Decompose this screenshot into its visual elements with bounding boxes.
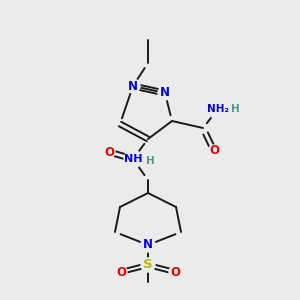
Text: N: N — [160, 86, 170, 100]
Circle shape — [208, 145, 220, 157]
Text: N: N — [143, 238, 153, 251]
Circle shape — [124, 150, 142, 168]
Circle shape — [141, 258, 155, 272]
Circle shape — [103, 146, 115, 158]
Text: NH₂: NH₂ — [207, 104, 229, 114]
Text: O: O — [116, 266, 126, 278]
Circle shape — [208, 99, 228, 119]
Circle shape — [169, 266, 181, 278]
Text: NH: NH — [124, 154, 142, 164]
Circle shape — [158, 86, 172, 100]
Text: O: O — [209, 145, 219, 158]
Text: O: O — [104, 146, 114, 158]
Text: O: O — [170, 266, 180, 278]
Text: N: N — [128, 80, 138, 92]
Circle shape — [126, 79, 140, 93]
Circle shape — [115, 266, 127, 278]
Text: H: H — [231, 104, 240, 114]
Circle shape — [141, 238, 155, 252]
Text: S: S — [143, 259, 153, 272]
Text: H: H — [146, 156, 155, 166]
